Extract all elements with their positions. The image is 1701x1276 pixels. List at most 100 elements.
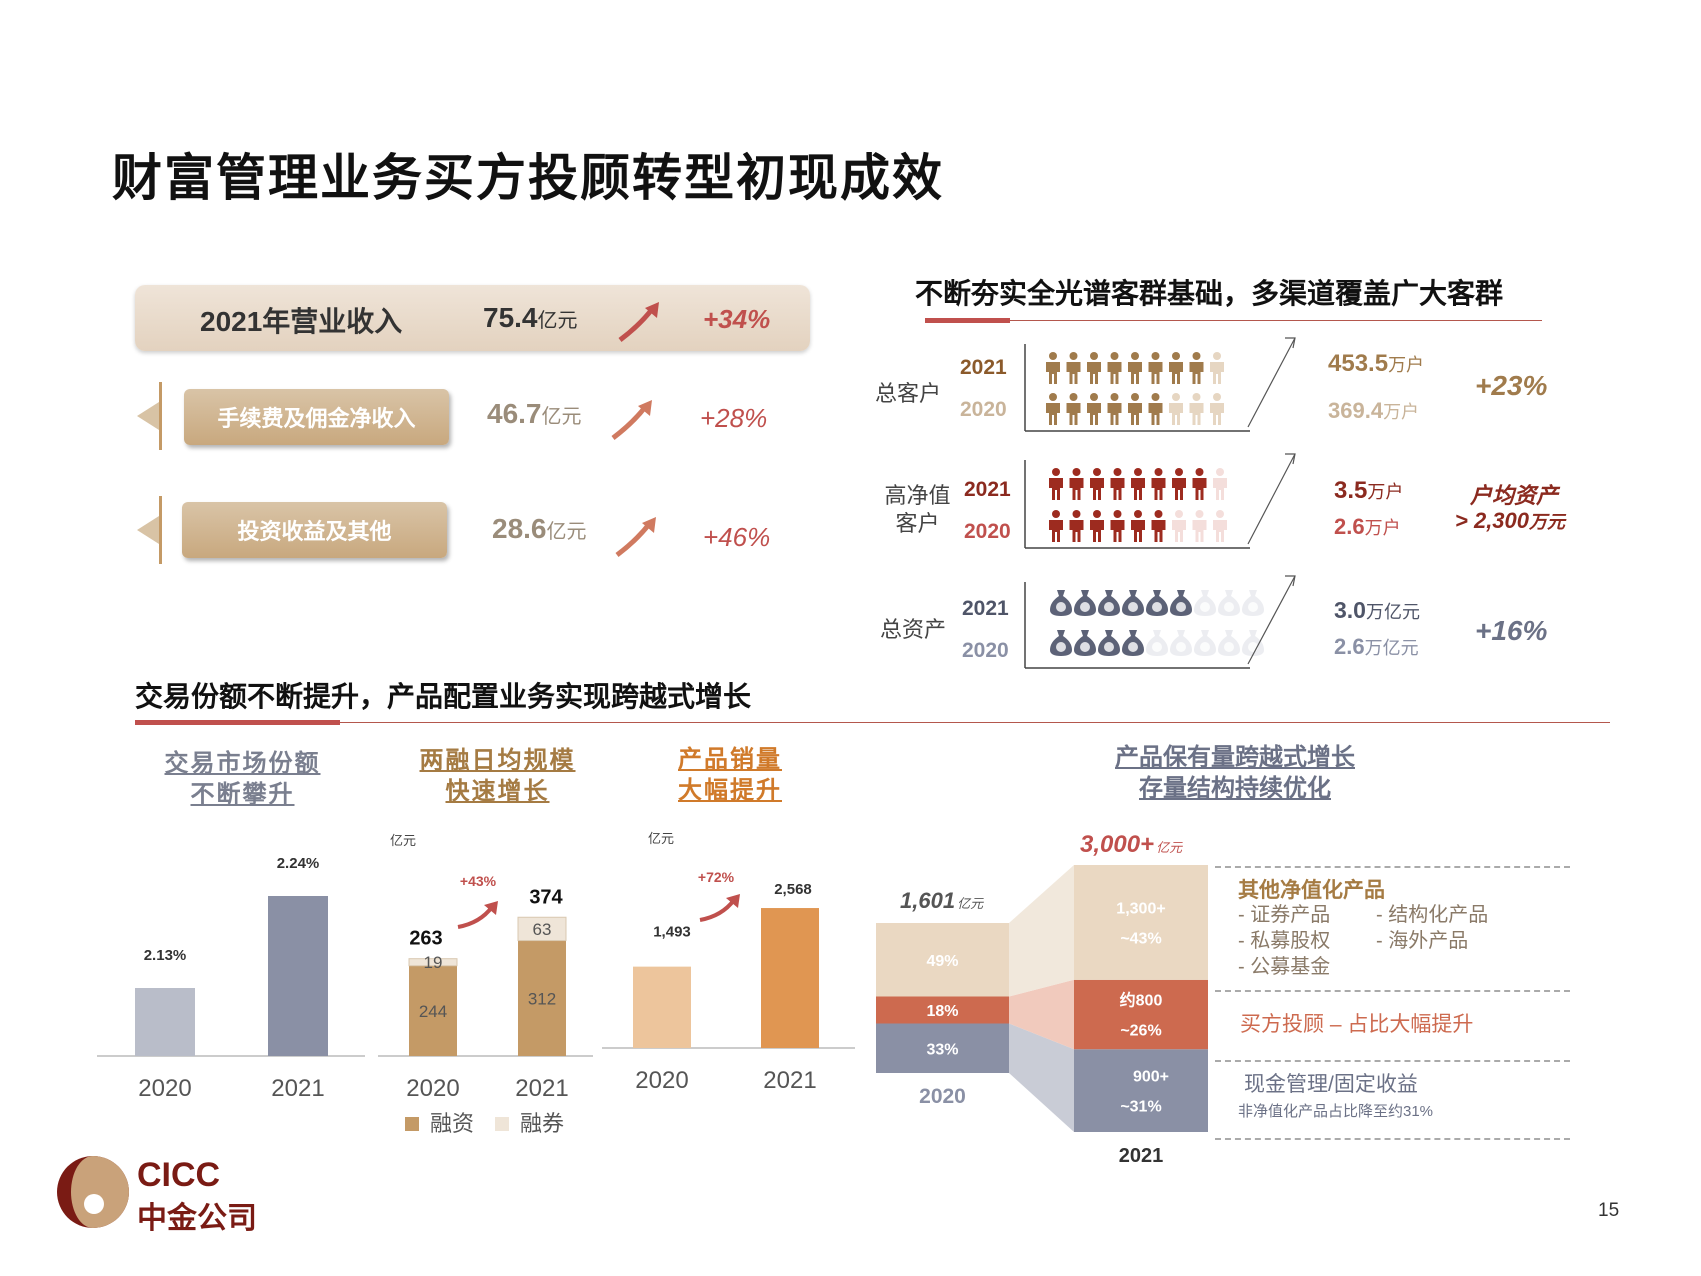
legend-label: 融券: [520, 1111, 564, 1136]
divider: [1215, 990, 1570, 992]
money-bag-icon: [1050, 590, 1072, 616]
person-body: [1087, 362, 1101, 384]
note-item: - 海外产品: [1376, 930, 1469, 952]
bar-segment: [518, 940, 566, 1056]
x-tick-label: 2021: [1119, 1145, 1164, 1167]
person-body: [1192, 478, 1207, 500]
person-head: [1072, 510, 1081, 518]
pill-investment: 投资收益及其他: [182, 502, 447, 558]
person-body: [1151, 520, 1166, 542]
note-top-title: 其他净值化产品: [1238, 879, 1385, 902]
bag-coin: [1056, 602, 1066, 612]
person-head: [1134, 510, 1142, 518]
trend-line: [1247, 337, 1296, 428]
bag-coin: [1248, 602, 1258, 612]
trend-arrowhead: [1285, 337, 1296, 349]
person-head: [1049, 352, 1057, 360]
person-body: [1151, 478, 1166, 500]
assets-change: +16%: [1475, 615, 1548, 646]
data-label: 1,493: [653, 924, 691, 941]
person-head: [1172, 352, 1180, 360]
person-body: [1213, 520, 1227, 542]
segment-label: 33%: [926, 1041, 958, 1058]
person-head: [1192, 352, 1201, 360]
holdings-subtitle: 产品保有量跨越式增长 存量结构持续优化: [1115, 744, 1355, 802]
growth-label: +72%: [698, 869, 735, 885]
person-head: [1110, 352, 1119, 360]
person-icon: [1210, 352, 1224, 384]
bar-segment: [876, 923, 1009, 997]
hnw-2021: 3.5万户: [1334, 477, 1404, 504]
person-icon: [1107, 352, 1122, 384]
bar-segment: [876, 996, 1009, 1024]
money-bag-icon: [1074, 630, 1096, 656]
person-icon: [1131, 510, 1145, 542]
money-bag-icon: [1218, 630, 1240, 656]
investment-value: 28.6亿元: [492, 513, 587, 544]
person-body: [1169, 362, 1183, 384]
growth-label: +43%: [460, 873, 497, 889]
up-arrow-icon: [615, 517, 656, 557]
person-body: [1131, 478, 1145, 500]
divider: [1215, 866, 1570, 868]
sales-unit: 亿元: [648, 831, 675, 846]
person-head: [1090, 393, 1098, 401]
person-icon: [1192, 510, 1207, 542]
person-icon: [1192, 468, 1207, 500]
person-icon: [1049, 510, 1063, 542]
person-head: [1072, 468, 1081, 476]
total-2021-label: 3,000+ 亿元: [1080, 831, 1183, 858]
bar: [268, 896, 328, 1056]
person-body: [1148, 403, 1163, 425]
person-head: [1134, 468, 1142, 476]
x-tick-label: 2021: [515, 1075, 568, 1102]
x-tick-label: 2020: [635, 1067, 688, 1094]
trend-arrowhead: [1285, 575, 1296, 587]
segment-label: 900+: [1133, 1069, 1169, 1086]
person-head: [1216, 468, 1224, 476]
person-icon: [1046, 393, 1060, 425]
person-head: [1093, 468, 1101, 476]
person-icon: [1128, 393, 1142, 425]
note-bot-title: 现金管理/固定收益: [1244, 1073, 1418, 1096]
segment-label: 63: [533, 920, 552, 939]
person-body: [1210, 403, 1224, 425]
person-head: [1195, 468, 1204, 476]
bar-segment: [517, 916, 567, 942]
person-head: [1213, 393, 1221, 401]
person-head: [1049, 393, 1057, 401]
bag-coin: [1080, 642, 1090, 652]
total-2020-label: 1,601 亿元: [900, 888, 984, 913]
bracket-icon: [137, 382, 162, 450]
lower-header: 交易份额不断提升，产品配置业务实现跨越式增长: [135, 681, 752, 712]
person-head: [1216, 510, 1224, 518]
bag-coin: [1200, 642, 1210, 652]
person-icon: [1069, 468, 1084, 500]
person-body: [1046, 362, 1060, 384]
person-body: [1066, 362, 1081, 384]
person-body: [1110, 478, 1125, 500]
total-clients-2020: 369.4万户: [1328, 398, 1420, 423]
person-body: [1192, 520, 1207, 542]
person-body: [1107, 362, 1122, 384]
person-body: [1210, 362, 1224, 384]
person-body: [1049, 478, 1063, 500]
bar-segment: [408, 958, 458, 967]
person-body: [1148, 362, 1163, 384]
data-label: 2.13%: [144, 947, 187, 964]
investment-growth: +46%: [703, 522, 771, 552]
commission-growth: +28%: [700, 403, 768, 433]
person-icon: [1172, 468, 1186, 500]
margin-unit: 亿元: [390, 833, 417, 848]
revenue-total-value: 75.4亿元: [483, 302, 578, 333]
money-bag-icon: [1098, 590, 1120, 616]
sales-subtitle: 产品销量 大幅提升: [678, 746, 782, 804]
bag-coin: [1104, 602, 1114, 612]
up-arrow-icon: [618, 302, 659, 342]
person-body: [1213, 478, 1227, 500]
growth-arrowhead: [726, 894, 740, 908]
bag-coin: [1200, 602, 1210, 612]
hnw-avg-label: 户均资产: [1470, 483, 1559, 508]
person-body: [1172, 478, 1186, 500]
